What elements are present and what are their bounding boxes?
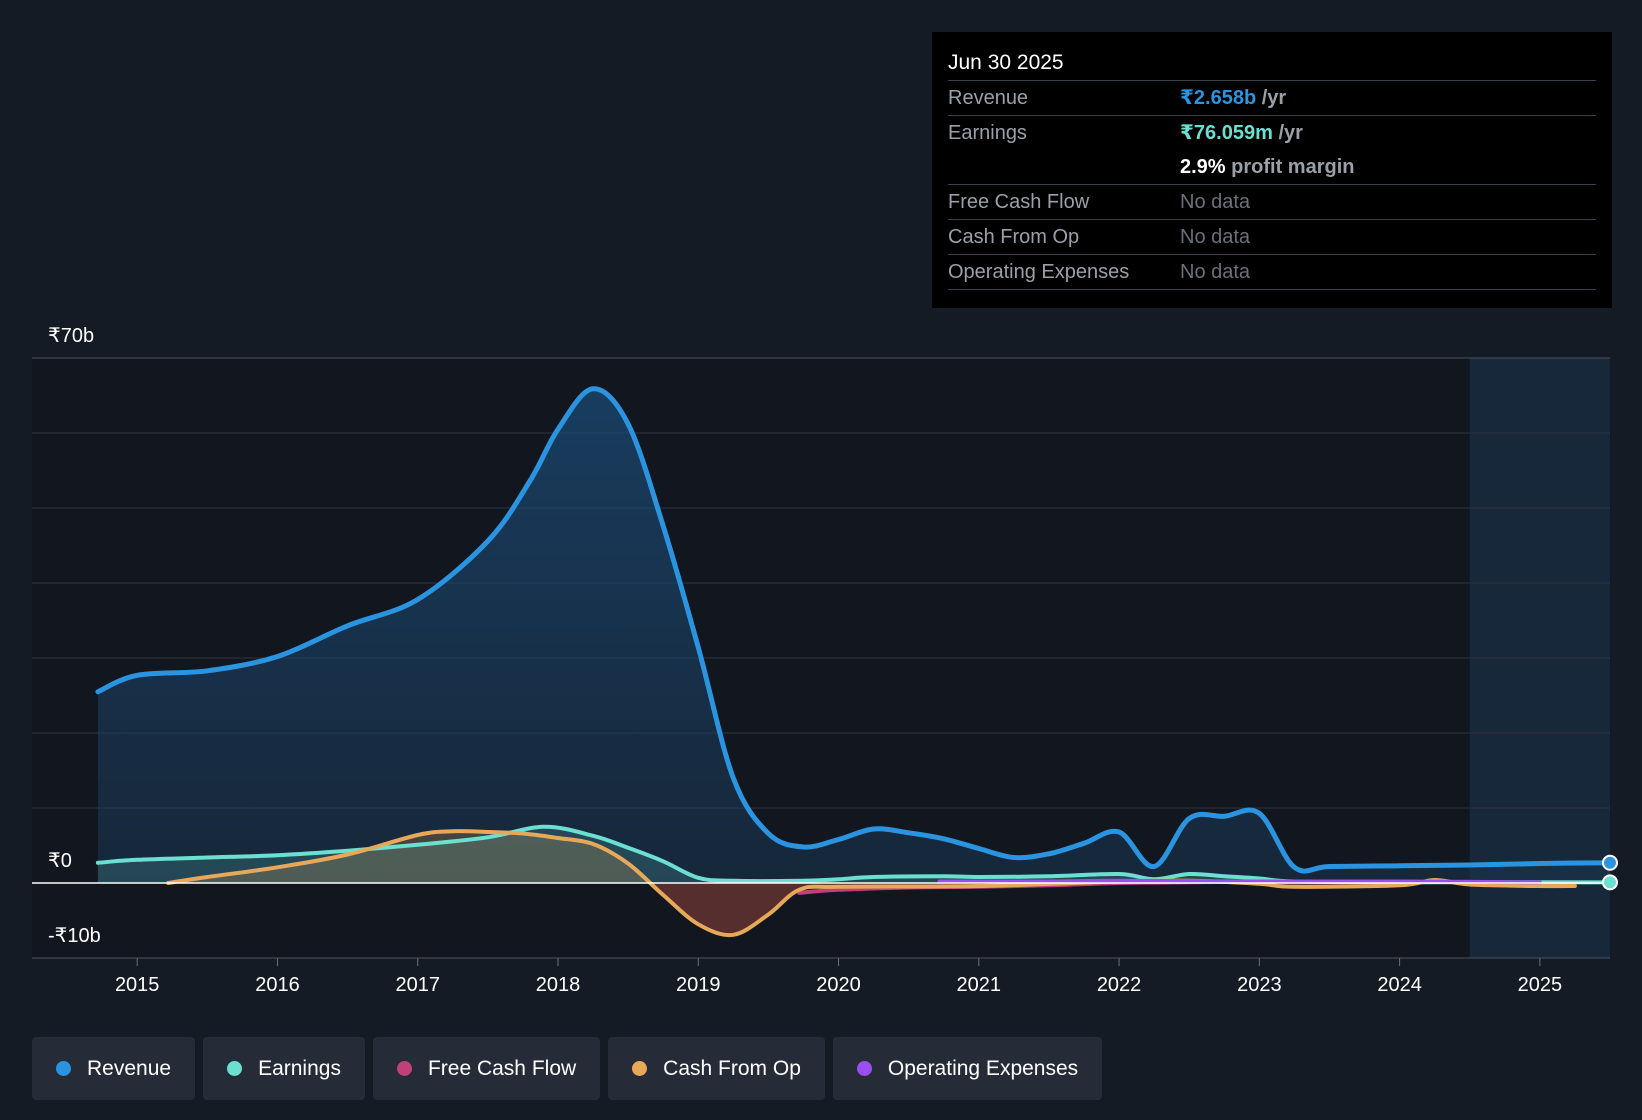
tooltip-label: Revenue — [948, 87, 1029, 109]
legend-item-cfo[interactable]: Cash From Op — [608, 1037, 825, 1100]
x-tick-label: 2020 — [816, 974, 861, 996]
legend-label: Operating Expenses — [887, 1056, 1079, 1080]
legend-label: Revenue — [87, 1056, 172, 1080]
x-tick-label: 2019 — [676, 974, 721, 996]
y-tick-label: ₹70b — [48, 325, 94, 347]
earnings-value: ₹76.059m — [1180, 122, 1273, 144]
margin-value: 2.9% — [1180, 156, 1226, 178]
legend-item-revenue[interactable]: Revenue — [32, 1037, 196, 1100]
earnings-dot-icon — [227, 1061, 243, 1076]
revenue-end-marker — [1602, 854, 1618, 871]
opex-line — [937, 878, 1542, 885]
tooltip-value: No data — [1180, 226, 1251, 248]
revenue-line — [95, 386, 1613, 874]
x-tick-label: 2021 — [957, 974, 1002, 996]
tooltip-value: No data — [1180, 191, 1251, 213]
legend-item-opex[interactable]: Operating Expenses — [832, 1037, 1103, 1100]
tooltip-row-margin: 2.9% profit margin — [948, 150, 1596, 185]
y-tick-label: -₹10b — [48, 925, 101, 947]
tooltip-row-cfo: Cash From Op No data — [948, 220, 1596, 255]
tooltip-label: Earnings — [948, 122, 1027, 144]
x-tick-label: 2017 — [395, 974, 440, 996]
revenue-value: ₹2.658b — [1180, 87, 1257, 109]
x-tick-label: 2016 — [255, 974, 300, 996]
chart: 2015 2016 2017 2018 2019 2020 2021 2022 2023 2024… — [32, 325, 1618, 996]
tooltip-label: Operating Expenses — [948, 261, 1130, 283]
tooltip-label: Cash From Op — [948, 226, 1080, 248]
fcf-dot-icon — [396, 1061, 412, 1076]
unit: /yr — [1278, 122, 1303, 144]
tooltip-value: ₹2.658b /yr — [1180, 81, 1286, 115]
legend-label: Earnings — [258, 1056, 341, 1080]
tooltip-label: Free Cash Flow — [948, 191, 1090, 213]
tooltip-value: No data — [1180, 261, 1251, 283]
legend-item-earnings[interactable]: Earnings — [203, 1037, 365, 1100]
revenue-dot-icon — [56, 1061, 71, 1076]
x-tick-label: 2015 — [115, 974, 160, 996]
x-tick-label: 2025 — [1518, 974, 1563, 996]
x-tick-label: 2024 — [1377, 974, 1422, 996]
x-tick-label: 2018 — [536, 974, 581, 996]
tooltip-panel: Jun 30 2025 Revenue ₹2.658b /yr Earnings… — [932, 32, 1612, 308]
earnings-end-marker — [1602, 874, 1618, 891]
revenue-area — [97, 388, 1610, 883]
x-tick-label: 2023 — [1237, 974, 1282, 996]
x-tick-label: 2022 — [1097, 974, 1142, 996]
legend-label: Cash From Op — [663, 1056, 801, 1080]
tooltip-date: Jun 30 2025 — [948, 46, 1596, 81]
legend-label: Free Cash Flow — [427, 1056, 577, 1080]
cfo-line — [166, 829, 1577, 938]
tooltip-value: ₹76.059m /yr — [1180, 116, 1303, 150]
margin-label: profit margin — [1231, 156, 1355, 178]
unit: /yr — [1261, 87, 1287, 109]
tooltip-row-revenue: Revenue ₹2.658b /yr — [948, 81, 1596, 116]
y-tick-label: ₹0 — [48, 850, 72, 872]
legend-item-fcf[interactable]: Free Cash Flow — [372, 1037, 601, 1100]
opex-dot-icon — [856, 1061, 872, 1076]
tooltip-row-fcf: Free Cash Flow No data — [948, 185, 1596, 220]
tooltip-row-earnings: Earnings ₹76.059m /yr — [948, 116, 1596, 150]
tooltip-row-opex: Operating Expenses No data — [948, 255, 1596, 290]
legend: Revenue Earnings Free Cash Flow Cash Fro… — [32, 1037, 1103, 1100]
cfo-dot-icon — [632, 1061, 648, 1076]
